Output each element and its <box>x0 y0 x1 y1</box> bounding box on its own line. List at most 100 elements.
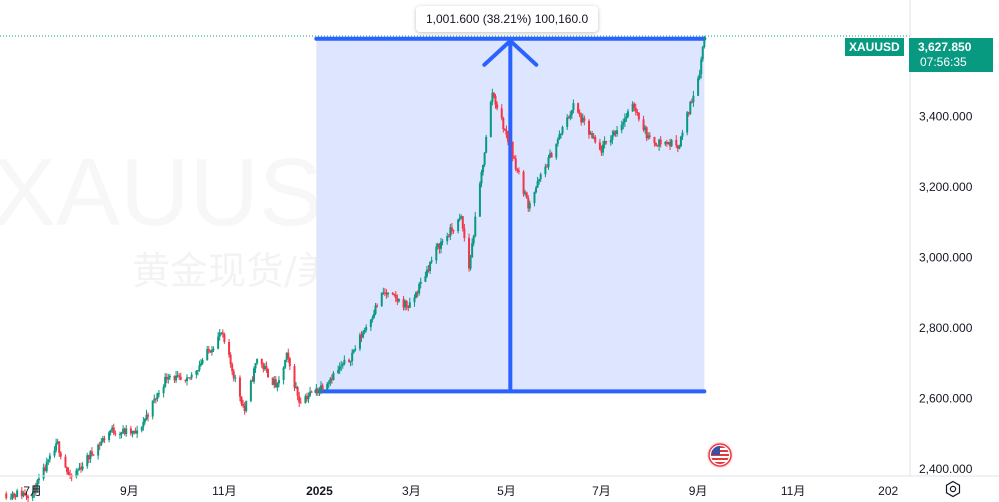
candle <box>545 164 548 168</box>
candle <box>78 463 81 471</box>
candle <box>9 493 12 501</box>
candle <box>267 368 270 378</box>
candle <box>516 168 519 174</box>
candle <box>555 143 558 160</box>
candle <box>502 116 505 133</box>
candle <box>133 430 136 435</box>
candle <box>11 491 14 501</box>
candle <box>485 134 488 154</box>
candle <box>383 288 386 297</box>
candle <box>648 132 651 140</box>
candle <box>89 450 92 463</box>
candle <box>469 254 472 271</box>
candle <box>678 144 681 150</box>
candle <box>703 35 706 49</box>
candle <box>689 100 692 116</box>
candle <box>538 178 541 185</box>
candle <box>424 271 427 283</box>
candle <box>371 315 374 323</box>
candle <box>147 412 150 422</box>
candle <box>686 111 689 136</box>
candle <box>676 144 679 153</box>
candle <box>179 372 182 381</box>
candle <box>580 112 583 126</box>
candle <box>447 234 450 238</box>
candle <box>265 361 268 373</box>
price-tick-label: 3,200.000 <box>919 180 973 194</box>
candle <box>118 431 121 439</box>
candle <box>600 145 603 156</box>
candle <box>75 468 78 479</box>
candle <box>463 223 466 242</box>
candle <box>429 261 432 275</box>
candle <box>669 138 672 151</box>
candle <box>97 443 100 460</box>
settings-icon[interactable] <box>944 480 962 498</box>
candle <box>178 373 181 381</box>
symbol-tag: XAUUSD <box>845 38 904 56</box>
candle <box>407 305 410 312</box>
candle <box>260 358 263 368</box>
candle <box>472 234 475 247</box>
candle <box>162 384 165 398</box>
candle <box>42 463 45 481</box>
candle <box>636 108 639 116</box>
candle <box>535 185 538 194</box>
candle <box>140 426 143 433</box>
candle <box>256 358 259 365</box>
candle <box>55 438 58 453</box>
measure-arrow-head <box>482 38 539 67</box>
candle <box>700 56 703 79</box>
candle <box>581 113 584 123</box>
candle <box>483 151 486 167</box>
candle <box>609 135 612 146</box>
candle <box>64 454 67 468</box>
candle <box>471 238 474 258</box>
candle <box>631 101 634 113</box>
candle <box>315 383 318 396</box>
time-axis[interactable]: 7月 9月 11月 2025 3月 5月 7月 9月 11月 202 <box>23 484 898 498</box>
candle <box>491 88 494 106</box>
candle <box>184 379 187 383</box>
candle <box>701 45 704 62</box>
candle <box>372 309 375 319</box>
candle <box>168 374 171 380</box>
candle <box>558 130 561 141</box>
candle <box>578 109 581 118</box>
candle <box>218 328 221 341</box>
candle <box>505 125 508 139</box>
candle <box>435 243 438 264</box>
candle <box>242 399 245 408</box>
bar-countdown: 07:56:35 <box>920 55 967 69</box>
candle <box>365 324 368 333</box>
candle <box>340 360 343 371</box>
candle <box>611 130 614 145</box>
candle <box>514 155 517 172</box>
time-tick-label: 11月 <box>212 484 236 498</box>
candle <box>31 492 34 502</box>
candle <box>285 352 288 363</box>
price-axis[interactable]: 3,400.000 3,200.000 3,000.000 2,800.000 2,60… <box>919 109 973 476</box>
candle <box>489 100 492 138</box>
candle <box>27 494 30 502</box>
candle <box>167 373 170 384</box>
candle <box>45 457 48 473</box>
candle <box>200 359 203 367</box>
candle-series <box>5 35 706 502</box>
candle <box>81 462 84 472</box>
candle <box>408 297 411 308</box>
candle <box>173 375 176 383</box>
candle <box>544 163 547 178</box>
candle <box>602 140 605 156</box>
candle <box>299 397 302 404</box>
price-range-measure[interactable] <box>314 36 707 394</box>
candle <box>206 345 209 361</box>
us-flag-icon[interactable] <box>706 441 734 469</box>
candle <box>478 181 481 217</box>
candle <box>559 133 562 139</box>
candle <box>318 387 321 397</box>
candle <box>653 136 656 147</box>
candle <box>474 211 477 238</box>
candle <box>670 138 673 148</box>
